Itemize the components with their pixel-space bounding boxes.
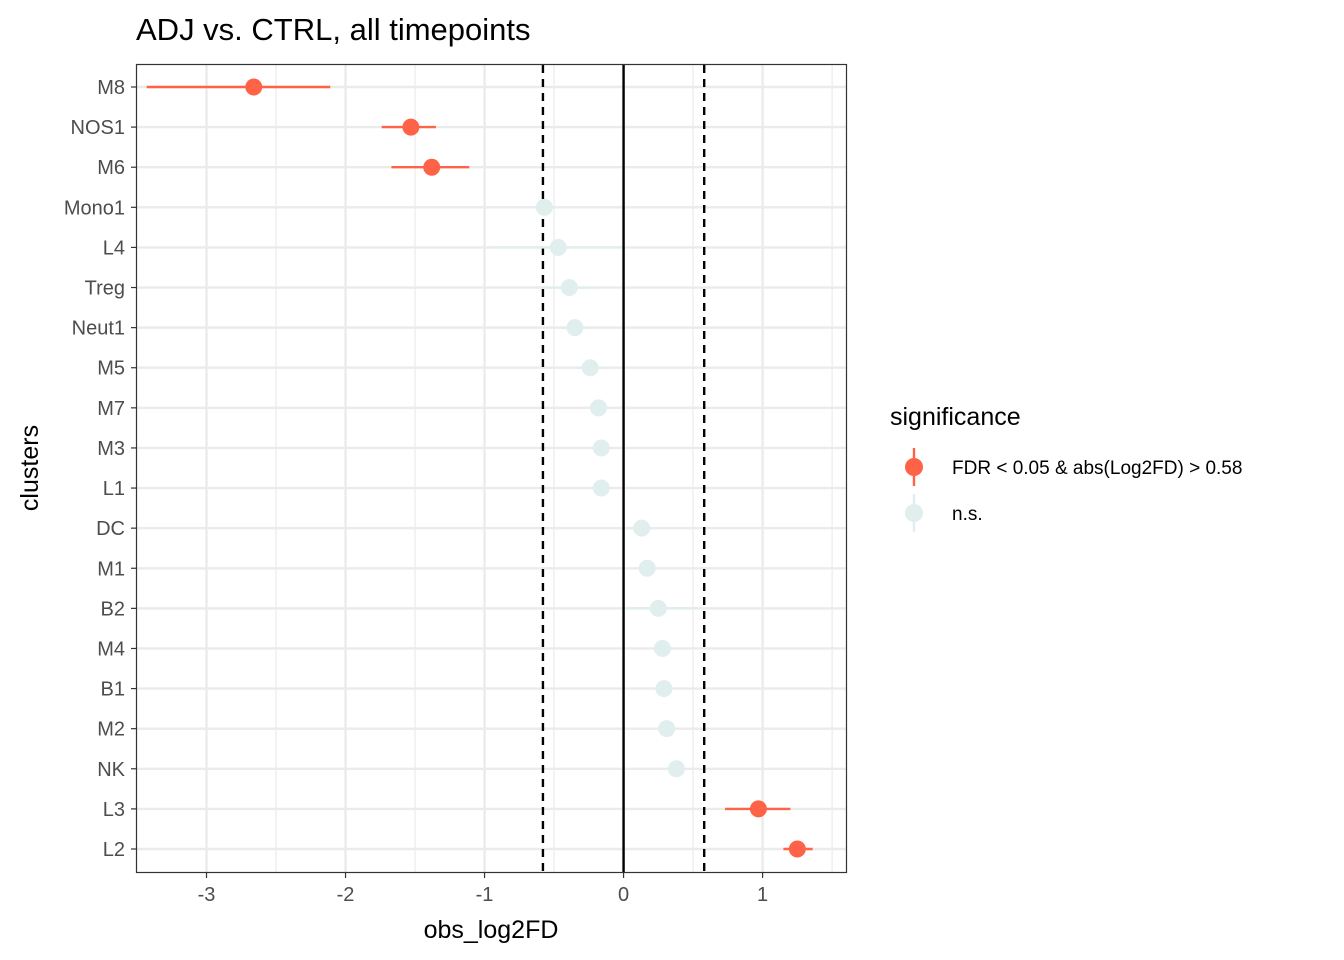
legend: significance FDR < 0.05 & abs(Log2FD) > … bbox=[890, 403, 1242, 532]
point-M7 bbox=[590, 399, 608, 417]
point-Mono1 bbox=[535, 198, 553, 216]
y-tick-label: M6 bbox=[97, 157, 125, 179]
legend-title: significance bbox=[890, 403, 1021, 431]
point-L4 bbox=[549, 238, 567, 256]
reference-lines bbox=[541, 65, 706, 872]
point-M1 bbox=[638, 559, 656, 577]
y-tick-label: M2 bbox=[97, 719, 125, 741]
data-marks bbox=[146, 78, 813, 858]
point-NOS1 bbox=[402, 118, 420, 136]
y-tick-label: L3 bbox=[103, 799, 125, 821]
point-M4 bbox=[653, 639, 671, 657]
point-M3 bbox=[592, 439, 610, 457]
x-tick-label: -2 bbox=[337, 884, 355, 906]
panel-border bbox=[135, 63, 848, 874]
legend-key-dot bbox=[905, 504, 923, 522]
point-M8 bbox=[245, 78, 263, 96]
y-tick-label: B1 bbox=[101, 679, 125, 701]
point-M2 bbox=[658, 720, 676, 738]
y-tick-label: DC bbox=[96, 518, 125, 540]
point-L2 bbox=[788, 840, 806, 858]
point-L3 bbox=[749, 800, 767, 818]
legend-label: FDR < 0.05 & abs(Log2FD) > 0.58 bbox=[952, 458, 1242, 479]
y-tick-label: L1 bbox=[103, 478, 125, 500]
grid bbox=[137, 65, 846, 872]
y-axis: M8 NOS1 M6 Mono1 L4 Treg Neut1 M5 M7 M3 L1 DC M1 B2 M4… bbox=[64, 77, 137, 861]
y-tick-label: M5 bbox=[97, 358, 125, 380]
x-axis: -3 -2 -1 0 1 bbox=[198, 872, 768, 906]
y-tick-label: Mono1 bbox=[64, 197, 125, 219]
point-B2 bbox=[649, 599, 667, 617]
x-tick-label: 0 bbox=[618, 884, 629, 906]
y-tick-label: Neut1 bbox=[72, 318, 125, 340]
y-tick-label: M7 bbox=[97, 398, 125, 420]
point-Neut1 bbox=[566, 319, 584, 337]
y-tick-label: NOS1 bbox=[71, 117, 125, 139]
x-tick-label: -1 bbox=[476, 884, 494, 906]
x-tick-label: -3 bbox=[198, 884, 216, 906]
x-tick-label: 1 bbox=[757, 884, 768, 906]
legend-label: n.s. bbox=[952, 504, 983, 525]
y-tick-label: M1 bbox=[97, 558, 125, 580]
point-B1 bbox=[655, 680, 673, 698]
point-NK bbox=[667, 760, 685, 778]
y-tick-label: B2 bbox=[101, 598, 125, 620]
chart-title: ADJ vs. CTRL, all timepoints bbox=[136, 12, 531, 47]
y-tick-label: M4 bbox=[97, 638, 125, 660]
point-Treg bbox=[560, 279, 578, 297]
y-tick-label: L2 bbox=[103, 839, 125, 861]
point-DC bbox=[633, 519, 651, 537]
legend-key-dot bbox=[905, 458, 923, 476]
y-tick-label: M8 bbox=[97, 77, 125, 99]
y-tick-label: L4 bbox=[103, 237, 125, 259]
y-tick-label: Treg bbox=[85, 278, 125, 300]
point-M5 bbox=[581, 359, 599, 377]
point-M6 bbox=[423, 158, 441, 176]
y-tick-label: NK bbox=[97, 759, 125, 781]
y-axis-title: clusters bbox=[16, 425, 44, 511]
x-axis-title: obs_log2FD bbox=[424, 916, 559, 944]
y-tick-label: M3 bbox=[97, 438, 125, 460]
point-L1 bbox=[592, 479, 610, 497]
